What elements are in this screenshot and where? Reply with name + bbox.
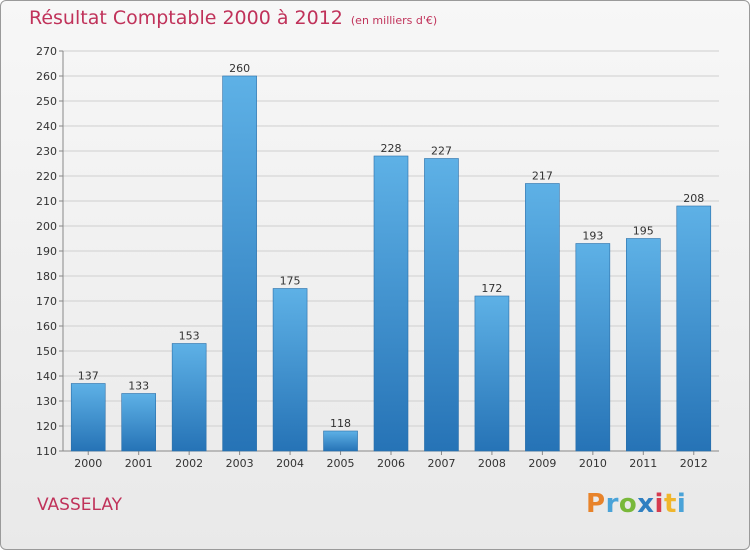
chart-title-text: Résultat Comptable 2000 à 2012 xyxy=(29,7,343,29)
data-label: 153 xyxy=(179,330,200,343)
y-tick-label: 120 xyxy=(36,420,57,433)
y-tick-label: 160 xyxy=(36,320,57,333)
x-tick-label: 2002 xyxy=(175,457,203,470)
data-label: 217 xyxy=(532,170,553,183)
bar-2002 xyxy=(171,343,207,452)
bar-2007 xyxy=(424,158,459,452)
y-tick-label: 230 xyxy=(36,145,57,158)
axis-layer: 110 120 130 140 150 160 170 180 190 200 210 220 230 2… xyxy=(36,45,719,470)
x-tick-label: 2003 xyxy=(226,457,254,470)
y-tick-label: 190 xyxy=(36,245,57,258)
logo-letter: o xyxy=(618,489,638,519)
x-tick-label: 2009 xyxy=(528,457,556,470)
x-tick-label: 2000 xyxy=(74,457,102,470)
bar-2000 xyxy=(70,383,106,452)
bar-2001 xyxy=(121,393,156,452)
y-tick-label: 110 xyxy=(36,445,57,458)
y-tick-label: 260 xyxy=(36,70,57,83)
logo-letter: r xyxy=(605,489,619,519)
y-tick-label: 220 xyxy=(36,170,57,183)
y-tick-label: 170 xyxy=(36,295,57,308)
commune-name: VASSELAY xyxy=(37,495,123,515)
chart-subtitle: (en milliers d'€) xyxy=(350,14,438,27)
logo-letter: i xyxy=(676,489,687,519)
data-label: 227 xyxy=(431,145,452,158)
y-tick-label: 180 xyxy=(36,270,57,283)
bar-2005 xyxy=(323,430,358,452)
y-tick-label: 200 xyxy=(36,220,57,233)
bar-2008 xyxy=(474,295,510,452)
data-label: 228 xyxy=(381,142,402,155)
data-label: 193 xyxy=(582,230,603,243)
y-tick-label: 270 xyxy=(36,45,57,58)
y-tick-label: 240 xyxy=(36,120,57,133)
proxiti-logo: Proxiti xyxy=(586,489,686,519)
y-tick-label: 150 xyxy=(36,345,57,358)
logo-letter: t xyxy=(663,489,677,519)
y-tick-label: 250 xyxy=(36,95,57,108)
x-tick-label: 2001 xyxy=(125,457,153,470)
data-label: 195 xyxy=(633,225,654,238)
data-label: 260 xyxy=(229,62,250,75)
data-label: 175 xyxy=(280,275,301,288)
x-tick-label: 2006 xyxy=(377,457,405,470)
logo-letter: P xyxy=(586,489,606,519)
data-label: 118 xyxy=(330,417,351,430)
bar-2009 xyxy=(525,183,560,452)
data-label: 137 xyxy=(78,370,99,383)
y-tick-label: 210 xyxy=(36,195,57,208)
chart-title: Résultat Comptable 2000 à 2012 (en millie… xyxy=(29,7,437,29)
bar-2012 xyxy=(676,205,712,452)
data-label: 208 xyxy=(683,192,704,205)
bar-2011 xyxy=(626,238,661,452)
x-tick-label: 2004 xyxy=(276,457,304,470)
y-tick-label: 140 xyxy=(36,370,57,383)
x-tick-label: 2011 xyxy=(629,457,657,470)
bar-2010 xyxy=(575,243,611,452)
label-layer: 137 133 153 260 175 118 228 227 172 217 193 195 208 xyxy=(78,62,705,430)
x-tick-label: 2005 xyxy=(327,457,355,470)
data-label: 172 xyxy=(481,282,502,295)
logo-letter: x xyxy=(637,489,655,519)
x-tick-label: 2012 xyxy=(680,457,708,470)
bar-2006 xyxy=(373,155,409,452)
bar-layer xyxy=(70,75,712,452)
logo-letter: i xyxy=(654,489,664,519)
data-label: 133 xyxy=(128,380,149,393)
x-tick-label: 2010 xyxy=(579,457,607,470)
x-tick-label: 2008 xyxy=(478,457,506,470)
y-tick-label: 130 xyxy=(36,395,57,408)
bar-2003 xyxy=(222,75,257,452)
x-tick-label: 2007 xyxy=(427,457,455,470)
bar-2004 xyxy=(272,288,308,452)
